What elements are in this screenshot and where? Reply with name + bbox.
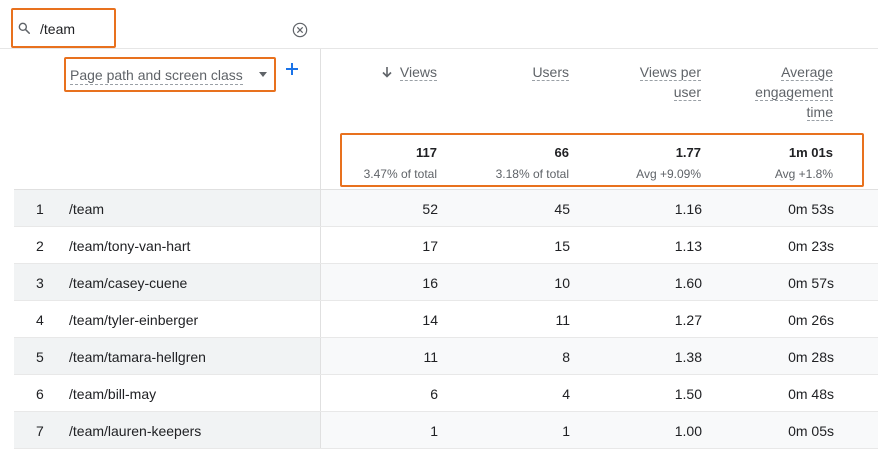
search-input[interactable]: /team xyxy=(40,21,76,37)
row-dimension-cell: 1 /team xyxy=(14,190,320,226)
row-views: 16 xyxy=(422,275,438,291)
dimension-label: Page path and screen class xyxy=(70,67,243,85)
column-header-views[interactable]: Views xyxy=(399,64,437,81)
row-users: 8 xyxy=(562,349,570,365)
row-avg-engagement-time: 0m 53s xyxy=(788,201,834,217)
page-path: /team xyxy=(69,201,105,217)
row-metric-cells: 16 10 1.60 0m 57s xyxy=(320,264,878,300)
total-views-per-user: 1.77 xyxy=(675,145,701,160)
search-icon xyxy=(18,22,31,35)
table-row[interactable]: 3 /team/casey-cuene 16 10 1.60 0m 57s xyxy=(14,264,878,301)
total-avg-engagement-time: 1m 01s xyxy=(788,145,833,160)
page-path: /team/tony-van-hart xyxy=(69,238,191,254)
total-users-share: 3.18% of total xyxy=(495,167,569,181)
row-avg-engagement-time: 0m 05s xyxy=(788,423,834,439)
total-users: 66 xyxy=(554,145,569,160)
row-views: 17 xyxy=(422,238,438,254)
row-views-per-user: 1.13 xyxy=(674,238,702,254)
total-views-share: 3.47% of total xyxy=(363,167,437,181)
column-header-avg-engagement-time[interactable]: Average engagement time xyxy=(755,64,833,121)
row-dimension-cell: 3 /team/casey-cuene xyxy=(14,264,320,300)
page-path: /team/lauren-keepers xyxy=(69,423,202,439)
row-views-per-user: 1.50 xyxy=(674,386,702,402)
row-views-per-user: 1.38 xyxy=(674,349,702,365)
table-row[interactable]: 7 /team/lauren-keepers 1 1 1.00 0m 05s xyxy=(14,412,878,449)
row-metric-cells: 52 45 1.16 0m 53s xyxy=(320,190,878,226)
row-users: 11 xyxy=(555,312,570,328)
row-dimension-cell: 2 /team/tony-van-hart xyxy=(14,227,320,263)
row-avg-engagement-time: 0m 57s xyxy=(788,275,834,291)
row-metric-cells: 14 11 1.27 0m 26s xyxy=(320,301,878,337)
row-views: 14 xyxy=(422,312,438,328)
table-row[interactable]: 5 /team/tamara-hellgren 11 8 1.38 0m 28s xyxy=(14,338,878,375)
row-index: 5 xyxy=(36,349,44,365)
column-header-users[interactable]: Users xyxy=(532,64,569,81)
clear-search-icon[interactable] xyxy=(292,22,308,38)
table-row[interactable]: 2 /team/tony-van-hart 17 15 1.13 0m 23s xyxy=(14,227,878,264)
row-avg-engagement-time: 0m 23s xyxy=(788,238,834,254)
row-metric-cells: 1 1 1.00 0m 05s xyxy=(320,412,878,448)
arrow-down-icon xyxy=(382,67,392,78)
row-avg-engagement-time: 0m 48s xyxy=(788,386,834,402)
data-table: 1 /team 52 45 1.16 0m 53s 2 /team/tony-v… xyxy=(14,190,878,449)
row-index: 4 xyxy=(36,312,44,328)
search-bar: /team xyxy=(0,0,878,49)
row-views-per-user: 1.60 xyxy=(674,275,702,291)
total-avg-engagement-avg: Avg +1.8% xyxy=(774,167,833,181)
row-metric-cells: 6 4 1.50 0m 48s xyxy=(320,375,878,411)
row-views-per-user: 1.27 xyxy=(674,312,702,328)
row-views: 1 xyxy=(430,423,438,439)
row-index: 7 xyxy=(36,423,44,439)
caret-down-icon xyxy=(259,72,267,77)
table-row[interactable]: 6 /team/bill-may 6 4 1.50 0m 48s xyxy=(14,375,878,412)
row-metric-cells: 11 8 1.38 0m 28s xyxy=(320,338,878,374)
page-path: /team/casey-cuene xyxy=(69,275,188,291)
row-views: 52 xyxy=(422,201,438,217)
dimension-dropdown[interactable]: Page path and screen class xyxy=(64,57,276,92)
search-field[interactable]: /team xyxy=(11,8,116,48)
table-row[interactable]: 1 /team 52 45 1.16 0m 53s xyxy=(14,190,878,227)
row-dimension-cell: 7 /team/lauren-keepers xyxy=(14,412,320,448)
page-path: /team/bill-may xyxy=(69,386,157,402)
row-users: 10 xyxy=(554,275,570,291)
plus-icon[interactable] xyxy=(285,62,299,76)
row-views: 11 xyxy=(423,349,438,365)
row-index: 3 xyxy=(36,275,44,291)
page-path: /team/tyler-einberger xyxy=(69,312,199,328)
row-index: 2 xyxy=(36,238,44,254)
row-dimension-cell: 4 /team/tyler-einberger xyxy=(14,301,320,337)
row-users: 45 xyxy=(554,201,570,217)
row-views-per-user: 1.16 xyxy=(674,201,702,217)
row-avg-engagement-time: 0m 26s xyxy=(788,312,834,328)
row-users: 4 xyxy=(562,386,570,402)
header-separator xyxy=(14,189,878,190)
row-views: 6 xyxy=(430,386,438,402)
table-row[interactable]: 4 /team/tyler-einberger 14 11 1.27 0m 26… xyxy=(14,301,878,338)
column-header-views-per-user[interactable]: Views per user xyxy=(639,64,701,101)
row-metric-cells: 17 15 1.13 0m 23s xyxy=(320,227,878,263)
totals-highlight xyxy=(340,133,864,187)
row-index: 6 xyxy=(36,386,44,402)
row-dimension-cell: 5 /team/tamara-hellgren xyxy=(14,338,320,374)
row-users: 15 xyxy=(554,238,570,254)
row-views-per-user: 1.00 xyxy=(674,423,702,439)
row-users: 1 xyxy=(562,423,570,439)
page-path: /team/tamara-hellgren xyxy=(69,349,206,365)
row-index: 1 xyxy=(36,201,44,217)
total-views: 117 xyxy=(416,145,437,160)
row-avg-engagement-time: 0m 28s xyxy=(788,349,834,365)
row-dimension-cell: 6 /team/bill-may xyxy=(14,375,320,411)
total-views-per-user-avg: Avg +9.09% xyxy=(636,167,701,181)
